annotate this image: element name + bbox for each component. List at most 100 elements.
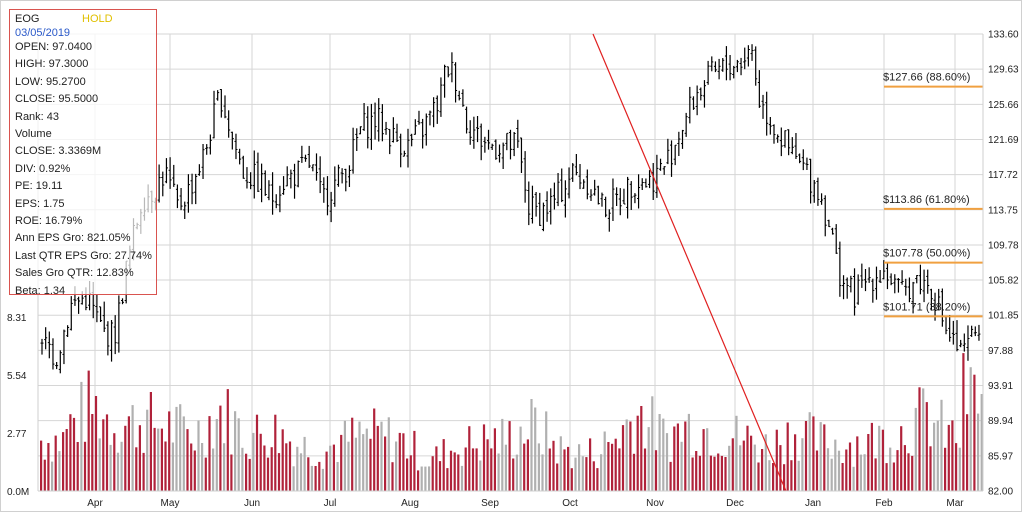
- volume-bar: [687, 413, 690, 491]
- volume-bar: [940, 399, 943, 491]
- volume-bar: [640, 406, 643, 491]
- price-tick-label: 101.85: [988, 311, 1019, 322]
- volume-bar: [347, 441, 350, 491]
- volume-bar: [596, 468, 599, 491]
- volume-bar: [958, 447, 961, 491]
- volume-bar: [790, 460, 793, 491]
- price-tick-label: 89.94: [988, 416, 1013, 427]
- volume-bar: [742, 440, 745, 491]
- volume-bar: [665, 433, 669, 491]
- volume-bar: [728, 445, 731, 491]
- volume-bar: [277, 453, 281, 491]
- info-row: Sales Gro QTR: 12.83%: [15, 267, 134, 280]
- volume-bar: [223, 443, 226, 491]
- volume-bar: [567, 446, 570, 491]
- volume-bar: [113, 433, 116, 491]
- info-row: EPS: 1.75: [15, 197, 65, 210]
- info-row: Rank: 43: [15, 110, 60, 123]
- price-tick-label: 82.00: [988, 487, 1013, 498]
- price-tick-label: 121.69: [988, 135, 1019, 146]
- volume-bar: [402, 433, 405, 491]
- volume-bar: [918, 387, 921, 491]
- volume-bar: [91, 414, 94, 491]
- volume-bar: [746, 425, 749, 491]
- ticker-label: EOG: [15, 13, 40, 25]
- volume-bar: [775, 429, 778, 491]
- volume-bar: [772, 463, 775, 491]
- volume-bar: [193, 450, 196, 491]
- volume-bar: [292, 466, 295, 491]
- volume-bar: [116, 452, 120, 491]
- volume-bar: [226, 389, 229, 491]
- volume-bar: [76, 442, 79, 491]
- volume-bar: [512, 458, 515, 491]
- volume-bar: [493, 428, 496, 491]
- volume-bar: [230, 454, 233, 491]
- volume-bar: [534, 407, 537, 491]
- volume-bar: [563, 449, 566, 491]
- volume-bar: [669, 461, 672, 491]
- volume-bar: [369, 438, 372, 491]
- volume-bar: [537, 443, 540, 491]
- volume-bar: [146, 409, 149, 491]
- volume-bar: [406, 458, 409, 491]
- volume-bar: [325, 451, 328, 491]
- info-row: Last QTR EPS Gro: 27.74%: [15, 249, 152, 262]
- volume-bar: [611, 443, 614, 491]
- volume-bar: [673, 426, 676, 491]
- volume-bar: [234, 411, 237, 491]
- volume-tick-label: 5.54: [7, 371, 27, 382]
- volume-bar: [589, 438, 592, 491]
- volume-bar: [735, 415, 738, 491]
- info-row: CLOSE: 95.5000: [15, 93, 99, 106]
- volume-bar: [486, 439, 489, 491]
- volume-bar: [702, 429, 705, 491]
- volume-bar: [212, 448, 215, 491]
- volume-bar: [801, 438, 804, 491]
- volume-bar: [43, 459, 46, 491]
- month-tick-label: Feb: [875, 498, 893, 509]
- month-tick-label: Jul: [324, 498, 337, 509]
- volume-bar: [922, 388, 925, 491]
- volume-bar: [779, 445, 782, 491]
- volume-bar: [962, 353, 965, 491]
- volume-bar: [881, 429, 884, 491]
- volume-bar: [303, 436, 306, 491]
- volume-bar: [83, 441, 87, 491]
- volume-bar: [98, 438, 101, 491]
- volume-bar: [438, 461, 442, 491]
- month-tick-label: Jun: [244, 498, 260, 509]
- volume-bar: [892, 462, 895, 491]
- month-tick-label: Mar: [946, 498, 964, 509]
- volume-bar: [618, 448, 621, 491]
- info-panel: EOG HOLD 03/05/2019 OPEN: 97.0400 HIGH: 9…: [9, 9, 157, 297]
- volume-bar: [874, 458, 877, 491]
- month-tick-label: Aug: [401, 498, 419, 509]
- volume-bar: [131, 405, 134, 491]
- volume-bar: [578, 444, 581, 491]
- volume-bar: [354, 437, 357, 491]
- volume-bar: [413, 430, 416, 491]
- price-tick-label: 133.60: [988, 30, 1019, 41]
- volume-bar: [731, 438, 734, 491]
- info-row: CLOSE: 3.3369M: [15, 145, 102, 158]
- volume-bar: [592, 461, 595, 491]
- volume-bar: [713, 456, 716, 491]
- volume-bar: [263, 445, 266, 491]
- info-row: DIV: 0.92%: [15, 162, 71, 175]
- volume-bar: [168, 411, 171, 491]
- volume-bar: [706, 428, 709, 491]
- fib-level-label: $107.78 (50.00%): [883, 248, 970, 260]
- volume-bar: [830, 458, 833, 491]
- month-tick-label: Dec: [726, 498, 744, 509]
- volume-bar: [171, 442, 174, 491]
- volume-bar: [625, 419, 628, 491]
- volume-bar: [548, 448, 551, 491]
- volume-bar: [395, 441, 398, 491]
- price-tick-label: 113.75: [988, 205, 1018, 216]
- volume-bar: [632, 453, 636, 491]
- volume-bar: [973, 374, 976, 491]
- volume-bar: [570, 468, 573, 491]
- volume-bar: [471, 448, 475, 491]
- volume-bar: [636, 415, 639, 491]
